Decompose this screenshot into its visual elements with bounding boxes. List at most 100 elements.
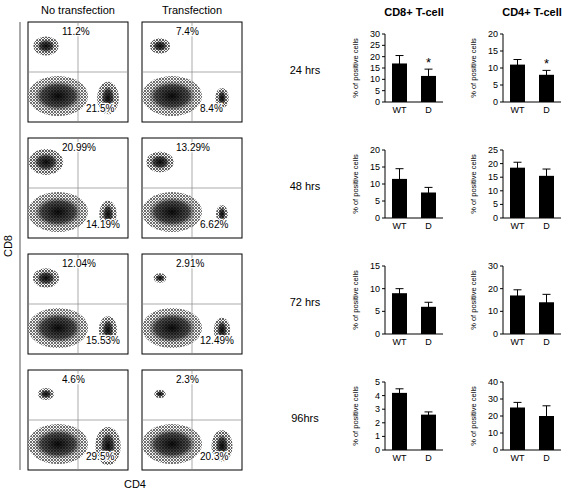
y-tick-label: 3 (375, 404, 380, 414)
y-tick-label: 0 (375, 97, 380, 107)
bar-chart: % of positive cells0510152025WTD (469, 145, 561, 231)
y-axis-label: % of positive cells (469, 38, 478, 98)
y-tick-label: 30 (370, 29, 380, 39)
y-axis-label: % of positive cells (469, 386, 478, 446)
y-tick-label: 30 (488, 394, 498, 404)
flow-panel (28, 138, 128, 238)
cd8-population-core (153, 41, 167, 51)
y-tick-label: 10 (488, 63, 498, 73)
y-axis-line (503, 382, 504, 450)
y-tick-label: 10 (488, 428, 498, 438)
error-bar-cap (543, 294, 551, 295)
bar-marks (510, 290, 554, 334)
flow-frame (28, 22, 128, 122)
x-tick-label: WT (393, 453, 407, 463)
row-label: 72 hrs (290, 296, 321, 308)
negative-population (28, 76, 88, 116)
error-bar (396, 56, 404, 72)
bar-chart: % of positive cells05101520WTD (351, 145, 443, 231)
y-tick-label: 10 (370, 284, 380, 294)
cd8-population (29, 149, 63, 175)
flow-populations (142, 38, 229, 116)
flow-frame (28, 138, 128, 238)
error-bar (425, 302, 433, 311)
flow-frame (28, 370, 128, 470)
error-bar (396, 389, 404, 397)
quadrant-label: 15.53% (86, 335, 120, 346)
error-bar-stem (399, 169, 400, 189)
figure: No transfectionTransfectionCD8CD424 hrs4… (0, 0, 579, 498)
y-tick-label: 0 (493, 445, 498, 455)
error-bar (543, 294, 551, 310)
quadrant-label: 2.3% (176, 374, 199, 385)
negative-population (142, 308, 202, 348)
y-tick-label: 5 (375, 377, 380, 387)
error-bar-cap (514, 402, 522, 403)
y-tick-label: 40 (488, 377, 498, 387)
error-bar-cap (396, 288, 404, 289)
error-bar (543, 169, 551, 183)
error-bar-stem (428, 69, 429, 83)
error-bar (543, 70, 551, 79)
y-tick-label: 10 (370, 74, 380, 84)
y-tick-label: 10 (488, 186, 498, 196)
quadrant-line (28, 304, 128, 305)
x-tick-label: D (543, 105, 550, 115)
flow-panel (142, 138, 242, 238)
error-bar-stem (517, 402, 518, 412)
quadrant-label: 2.91% (176, 258, 204, 269)
y-tick-label: 10 (488, 306, 498, 316)
quadrant-label: 14.19% (86, 219, 120, 230)
negative-population-core (148, 429, 196, 459)
bar-chart: % of positive cells05101520WTD* (469, 29, 561, 115)
flow-frame (142, 370, 242, 470)
y-axis-label: % of positive cells (351, 38, 360, 98)
bar-column-title: CD8+ T-cell (384, 6, 444, 18)
row-label: 96hrs (291, 412, 319, 424)
bar-column-title: CD4+ T-cell (502, 6, 562, 18)
x-tick-label: D (543, 453, 550, 463)
x-tick-label: WT (511, 221, 525, 231)
y-tick-label: 20 (370, 145, 380, 155)
y-tick-label: 0 (493, 329, 498, 339)
error-bar-cap (514, 59, 522, 60)
error-bar-stem (546, 169, 547, 183)
bar-marks (392, 289, 436, 334)
cd8-population (33, 37, 58, 56)
quadrant-label: 11.2% (62, 26, 90, 37)
y-tick-label: 0 (493, 213, 498, 223)
y-axis-line (503, 266, 504, 334)
quadrant-label: 29.5% (86, 451, 114, 462)
quadrant-label: 13.29% (176, 142, 210, 153)
quadrant-line (142, 72, 242, 73)
error-bar-stem (517, 162, 518, 173)
y-axis-line (503, 150, 504, 218)
x-tick-label: WT (511, 453, 525, 463)
bar-chart: % of positive cells0102030WTD (469, 261, 561, 347)
error-bar-stem (399, 56, 400, 72)
bar-marks (510, 402, 554, 450)
negative-population-core (34, 197, 82, 227)
y-tick-label: 5 (375, 196, 380, 206)
cd8-population (154, 273, 167, 283)
flow-panel (142, 22, 242, 122)
row-label: 48 hrs (290, 180, 321, 192)
bar (421, 415, 436, 450)
x-tick-label: WT (393, 221, 407, 231)
bar-chart: % of positive cells051015202530WTD* (351, 29, 443, 115)
error-bar (425, 69, 433, 83)
quadrant-line (142, 304, 242, 305)
flow-panel (142, 370, 242, 470)
negative-population-core (148, 313, 196, 343)
negative-population-core (148, 197, 196, 227)
error-bar (396, 169, 404, 189)
y-axis-line (385, 150, 386, 218)
error-bar-cap (425, 302, 433, 303)
error-bar-stem (546, 294, 547, 310)
y-tick-label: 5 (375, 86, 380, 96)
y-tick-label: 20 (488, 284, 498, 294)
error-bar (514, 162, 522, 173)
quadrant-label: 21.5% (86, 103, 114, 114)
error-bar (396, 289, 404, 298)
flow-y-label: CD8 (2, 235, 14, 257)
